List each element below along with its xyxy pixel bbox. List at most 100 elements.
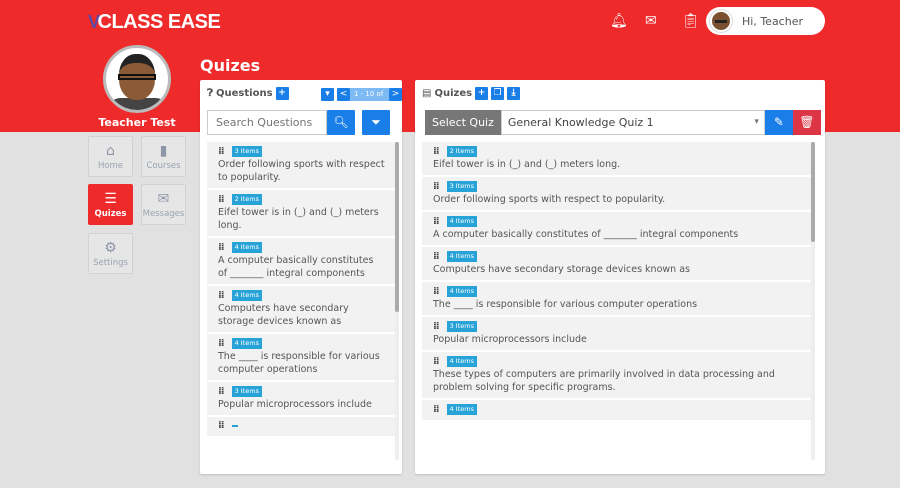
items-badge [231, 425, 238, 427]
bell-icon[interactable]: 🔔︎ [610, 13, 628, 29]
nav-label: Settings [93, 257, 128, 268]
question-text: Computers have secondary storage devices… [433, 264, 690, 275]
items-badge: 4 Items [231, 338, 262, 349]
question-text: Eifel tower is in (_) and (_) meters lon… [433, 159, 621, 170]
drag-handle-icon[interactable]: ⁞⁞ [433, 215, 440, 227]
items-badge: 3 Items [446, 181, 477, 192]
nav-settings[interactable]: ⚙ Settings [88, 233, 133, 274]
question-text: Popular microprocessors include [218, 399, 372, 410]
page-size-dropdown[interactable]: ▾ [321, 88, 334, 101]
items-badge: 4 Items [231, 290, 262, 301]
envelope-icon: ✉ [157, 190, 170, 207]
quiz-questions-list: ⁞⁞ 2 Items Eifel tower is in (_) and (_) m… [422, 142, 811, 460]
drag-handle-icon[interactable]: ⁞⁞ [218, 420, 225, 431]
drag-handle-icon[interactable]: ⁞⁞ [218, 241, 225, 253]
list-item[interactable]: ⁞⁞ 4 Items The ____ is responsible for var… [422, 282, 811, 317]
question-text: The ____ is responsible for various comp… [218, 351, 380, 375]
question-text: The ____ is responsible for various comp… [433, 299, 698, 310]
list-item[interactable]: ⁞⁞ 2 Items Eifel tower is in (_) and (_) m… [207, 190, 395, 238]
logo-mark-icon: V [88, 12, 100, 32]
list-icon: ☰ [104, 190, 117, 207]
list-item[interactable]: ⁞⁞ 4 Items Computers have secondary storag… [422, 247, 811, 282]
question-text: A computer basically constitutes of ____… [218, 255, 374, 279]
list-item[interactable]: ⁞⁞ 3 Items Order following sports with res… [422, 177, 811, 212]
items-badge: 2 Items [231, 194, 262, 205]
user-menu[interactable]: Hi, Teacher [706, 7, 825, 35]
drag-handle-icon[interactable]: ⁞⁞ [433, 403, 440, 415]
nav-quizes[interactable]: ☰ Quizes [88, 184, 133, 225]
filter-button[interactable]: ⏷ [362, 110, 390, 135]
drag-handle-icon[interactable]: ⁞⁞ [433, 320, 440, 332]
list-item[interactable]: ⁞⁞ [207, 417, 395, 438]
prev-page-button[interactable]: < [337, 88, 350, 101]
nav-label: Courses [146, 160, 181, 171]
quiz-select[interactable]: General Knowledge Quiz 1 [500, 110, 765, 135]
items-badge: 3 Items [446, 321, 477, 332]
profile-avatar [103, 45, 171, 113]
drag-handle-icon[interactable]: ⁞⁞ [218, 193, 225, 205]
drag-handle-icon[interactable]: ⁞⁞ [433, 145, 440, 157]
add-quiz-button[interactable]: + [475, 87, 489, 100]
drag-handle-icon[interactable]: ⁞⁞ [218, 385, 225, 397]
drag-handle-icon[interactable]: ⁞⁞ [218, 337, 225, 349]
nav-home[interactable]: ⌂ Home [88, 136, 133, 177]
trash-icon: 🗑︎ [799, 115, 815, 129]
greeting: Hi, Teacher [742, 14, 803, 28]
add-question-button[interactable]: + [275, 87, 289, 100]
list-item[interactable]: ⁞⁞ 3 Items Popular microprocessors include [207, 382, 395, 417]
list-item[interactable]: ⁞⁞ 4 Items [422, 400, 811, 422]
home-icon: ⌂ [106, 142, 115, 159]
drag-handle-icon[interactable]: ⁞⁞ [433, 285, 440, 297]
page-range: 1 - 10 of 52 [350, 88, 389, 111]
copy-quiz-button[interactable]: ❐ [491, 87, 505, 100]
list-item[interactable]: ⁞⁞ 3 Items Popular microprocessors include [422, 317, 811, 352]
nav-label: Home [97, 160, 124, 171]
list-item[interactable]: ⁞⁞ 3 Items Order following sports with res… [207, 142, 395, 190]
questions-panel: ❓︎Questions+ ▾ <1 - 10 of 52> 🔍︎ ⏷ ⁞⁞ 3 I… [200, 80, 402, 474]
envelope-icon[interactable]: ✉︎ [645, 13, 657, 29]
list-item[interactable]: ⁞⁞ 2 Items Eifel tower is in (_) and (_) m… [422, 142, 811, 177]
filter-icon: ⏷ [371, 115, 381, 129]
list-item[interactable]: ⁞⁞ 4 Items These types of computers are pr… [422, 352, 811, 400]
question-text: Eifel tower is in (_) and (_) meters lon… [218, 207, 379, 231]
nav-messages[interactable]: ✉ Messages [141, 184, 186, 225]
next-page-button[interactable]: > [389, 88, 402, 101]
profile-name: Teacher Test [98, 116, 176, 129]
delete-quiz-button[interactable]: 🗑︎ [792, 110, 821, 135]
clipboard-icon[interactable]: 📋︎ [682, 13, 700, 29]
edit-quiz-button[interactable]: ✎ [764, 110, 793, 135]
items-badge: 4 Items [446, 251, 477, 262]
question-circle-icon: ❓︎ [207, 88, 214, 99]
logo[interactable]: VCLASS EASE [88, 11, 221, 34]
nav-label: Quizes [94, 208, 127, 219]
question-text: Order following sports with respect to p… [218, 159, 385, 183]
list-item[interactable]: ⁞⁞ 4 Items Computers have secondary storag… [207, 286, 395, 334]
search-button[interactable]: 🔍︎ [327, 110, 355, 135]
question-text: Popular microprocessors include [433, 334, 587, 345]
drag-handle-icon[interactable]: ⁞⁞ [433, 250, 440, 262]
list-item[interactable]: ⁞⁞ 4 Items A computer basically constitute… [207, 238, 395, 286]
search-icon: 🔍︎ [333, 115, 349, 129]
items-badge: 3 Items [231, 386, 262, 397]
nav-courses[interactable]: ▮ Courses [141, 136, 186, 177]
book-icon: ▮ [159, 142, 168, 159]
drag-handle-icon[interactable]: ⁞⁞ [433, 355, 440, 367]
search-questions-input[interactable] [207, 110, 327, 135]
questions-list: ⁞⁞ 3 Items Order following sports with res… [207, 142, 395, 460]
list-item[interactable]: ⁞⁞ 4 Items A computer basically constitute… [422, 212, 811, 247]
download-quiz-button[interactable]: ⤓ [507, 87, 521, 100]
items-badge: 4 Items [446, 404, 477, 415]
question-text: Computers have secondary storage devices… [218, 303, 349, 327]
list-item[interactable]: ⁞⁞ 4 Items The ____ is responsible for var… [207, 334, 395, 382]
drag-handle-icon[interactable]: ⁞⁞ [433, 180, 440, 192]
scrollbar[interactable] [395, 142, 399, 460]
avatar [710, 10, 732, 32]
drag-handle-icon[interactable]: ⁞⁞ [218, 145, 225, 157]
logo-text: CLASS EASE [97, 11, 221, 33]
question-text: A computer basically constitutes of ____… [433, 229, 739, 240]
question-text: These types of computers are primarily i… [433, 369, 775, 393]
items-badge: 3 Items [231, 146, 262, 157]
items-badge: 4 Items [446, 356, 477, 367]
scrollbar[interactable] [811, 142, 815, 460]
drag-handle-icon[interactable]: ⁞⁞ [218, 289, 225, 301]
